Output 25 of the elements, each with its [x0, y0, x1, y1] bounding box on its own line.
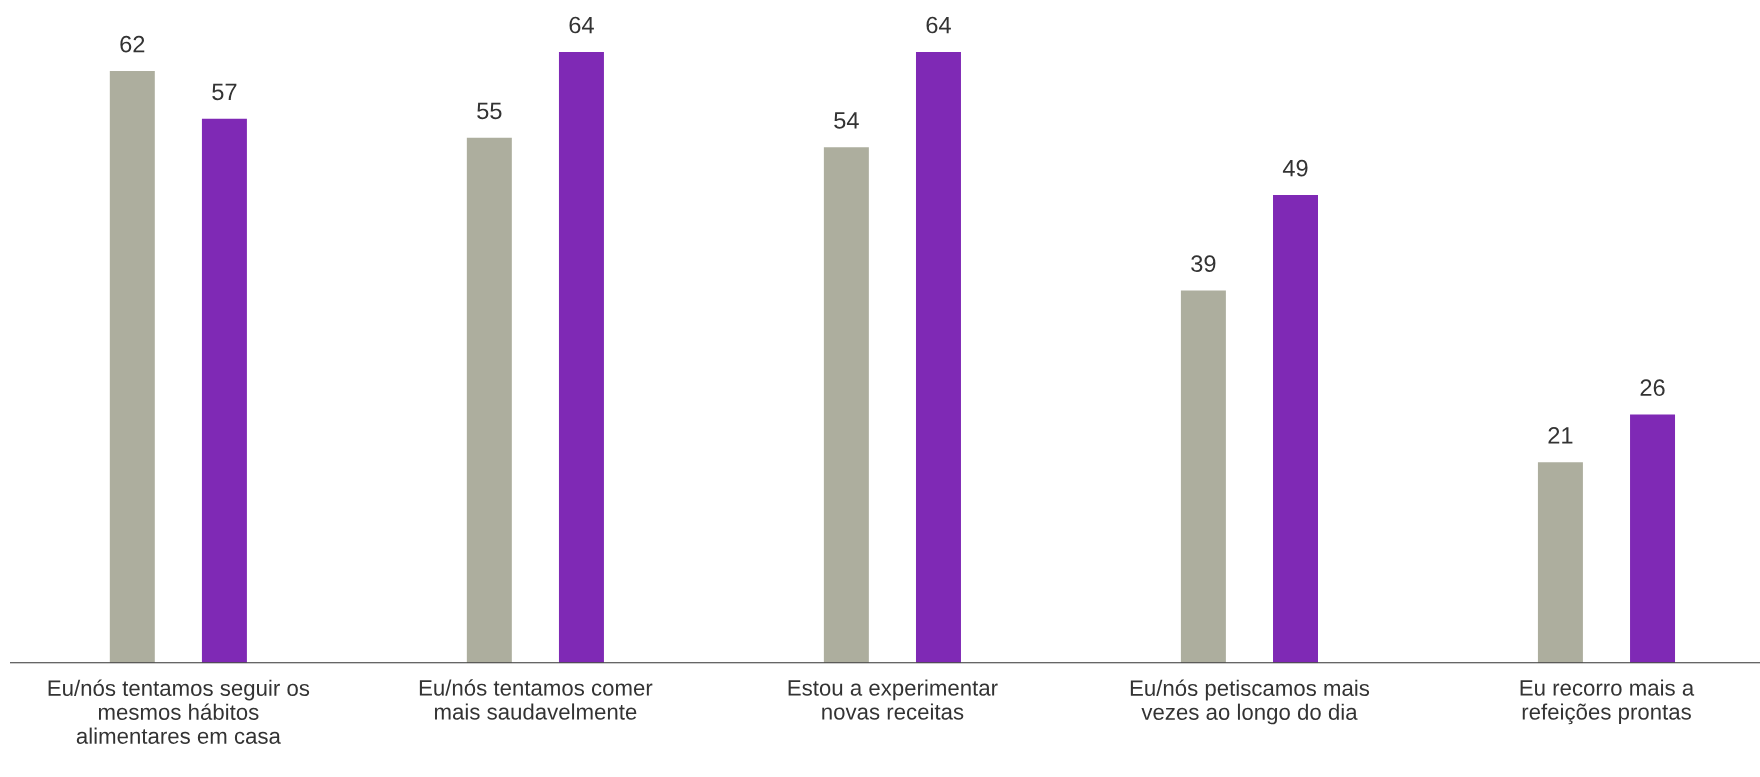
data-label: 57	[212, 83, 237, 101]
bar	[558, 51, 604, 663]
x-tick-label: Estou a experimentar novas receitas	[788, 679, 998, 720]
bar	[823, 147, 869, 663]
bar	[915, 51, 961, 663]
x-tick-label: Eu/nós tentamos seguir os mesmos hábitos alimentares em casa	[48, 679, 310, 744]
bar	[1537, 462, 1583, 663]
data-label: 64	[926, 16, 951, 34]
x-tick-label: Eu recorro mais a refeições prontas	[1520, 679, 1695, 725]
bar	[1180, 290, 1226, 663]
data-label: 39	[1191, 255, 1216, 272]
data-label: 26	[1640, 379, 1665, 397]
bar	[109, 71, 155, 663]
data-label: 55	[477, 102, 502, 120]
data-label: 54	[834, 112, 859, 129]
data-label: 49	[1282, 159, 1308, 177]
x-tick-label: Eu/nós tentamos comer mais saudavelmente	[419, 679, 653, 720]
data-label: 62	[120, 35, 145, 53]
bar	[1630, 414, 1676, 663]
data-label: 64	[569, 16, 594, 34]
bar	[466, 137, 512, 663]
x-tick-label: Eu/nós petiscamos mais vezes ao longo do dia	[1130, 679, 1370, 725]
bar	[1273, 195, 1318, 663]
data-label: 21	[1548, 427, 1573, 444]
bar	[201, 118, 247, 663]
